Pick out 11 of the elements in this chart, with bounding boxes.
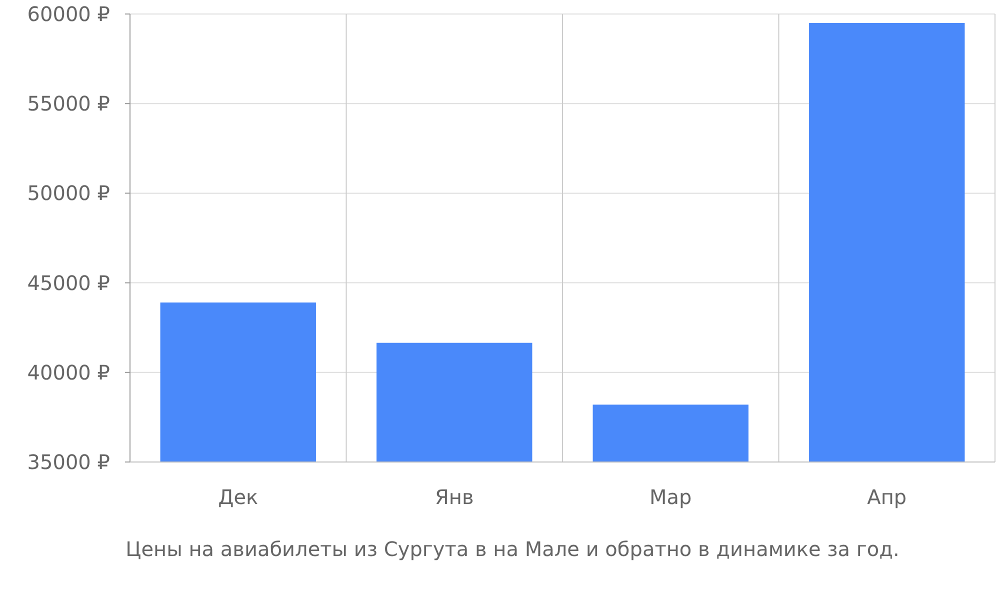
- y-tick-label: 45000 ₽: [27, 270, 110, 295]
- x-axis-title: Цены на авиабилеты из Сургута в на Мале и обратно в динамике за год.: [126, 537, 900, 561]
- x-tick-label: Дек: [218, 485, 258, 509]
- x-tick-label: Мар: [650, 485, 692, 509]
- y-tick-label: 60000 ₽: [27, 2, 110, 26]
- y-tick-label: 50000 ₽: [27, 181, 110, 206]
- x-tick-label: Янв: [434, 485, 474, 509]
- y-tick-label: 55000 ₽: [27, 92, 110, 116]
- y-tick-label: 40000 ₽: [27, 360, 110, 384]
- y-tick-label: 35000 ₽: [27, 450, 110, 474]
- x-tick-label: Апр: [867, 485, 907, 509]
